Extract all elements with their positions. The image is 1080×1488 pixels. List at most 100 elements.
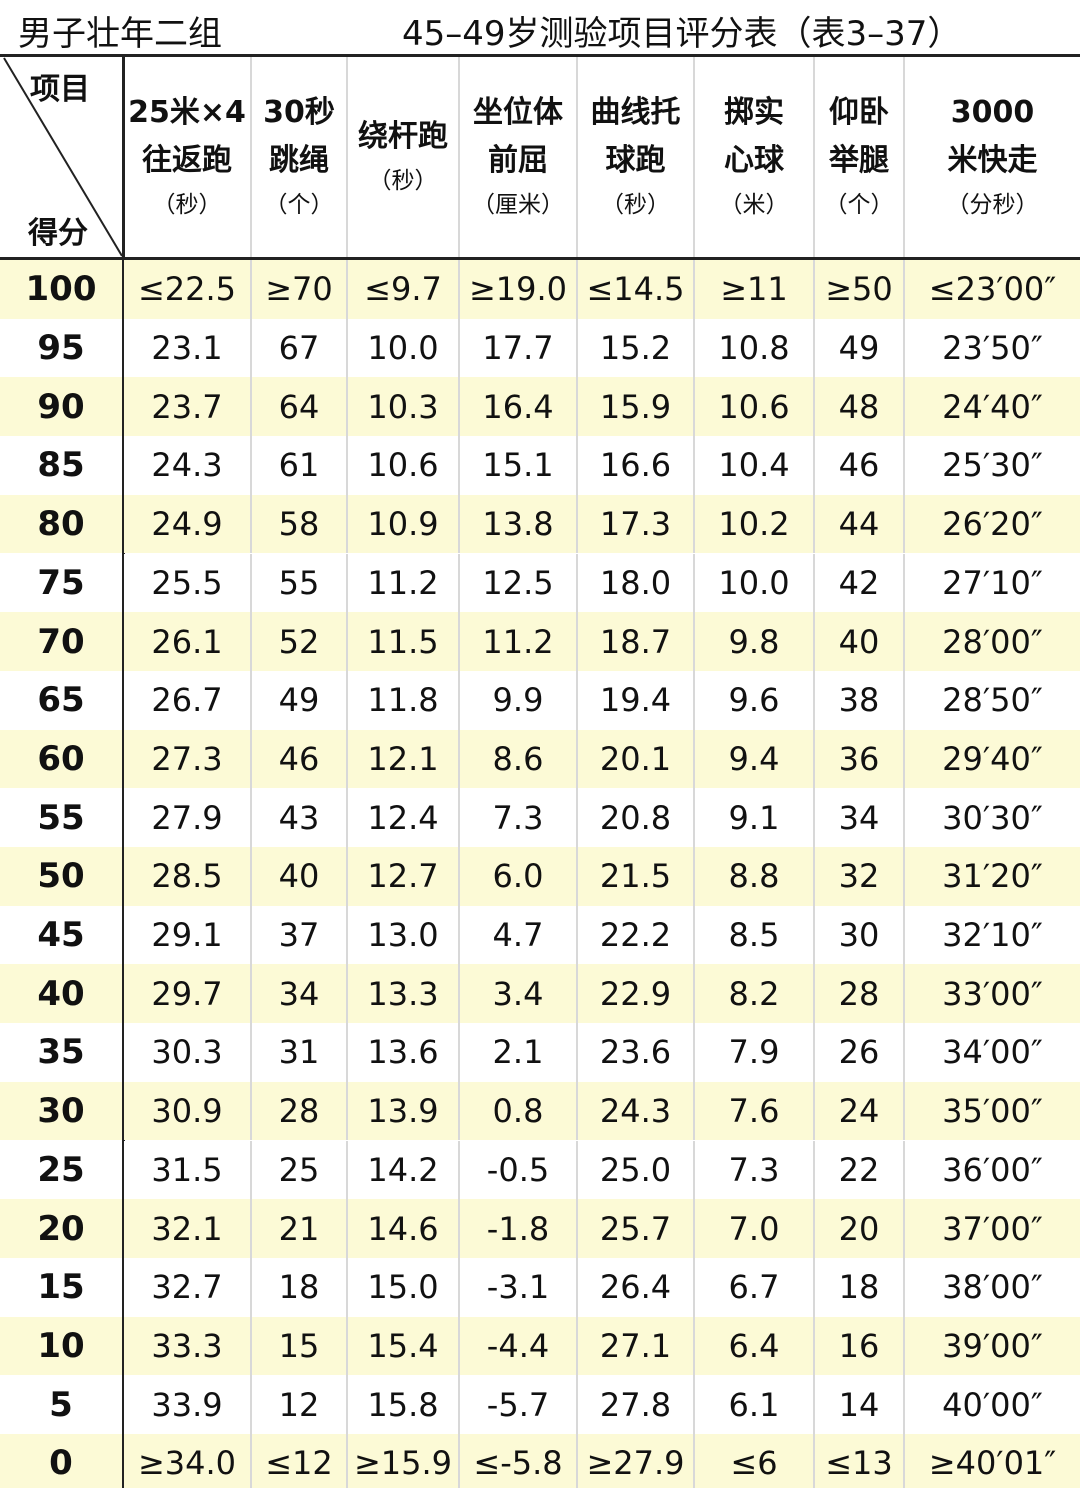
header-line: 绕杆跑 <box>358 119 448 154</box>
header-line: （个） <box>264 192 334 218</box>
value-cell: 4.7 <box>460 905 578 965</box>
score-cell: 100 <box>0 260 124 319</box>
value-cell: ≤12 <box>252 1434 348 1488</box>
value-cell: 14.6 <box>348 1199 460 1258</box>
value-cell: 11.2 <box>460 612 578 671</box>
row-band <box>0 494 1080 554</box>
header-line: （米） <box>719 192 789 218</box>
value-cell: 10.9 <box>348 494 460 554</box>
value-cell: 28 <box>252 1081 348 1141</box>
value-cell: ≤9.7 <box>348 260 460 319</box>
value-cell: ≤6 <box>695 1434 815 1488</box>
value-cell: 25.0 <box>578 1140 695 1200</box>
value-cell: 24.9 <box>124 494 252 554</box>
value-cell: 16.6 <box>578 436 695 495</box>
value-cell: ≥27.9 <box>578 1434 695 1488</box>
value-cell: 14.2 <box>348 1140 460 1200</box>
value-cell: 33′00″ <box>942 974 1043 1013</box>
table-title: 45–49岁测验项目评分表（表3–37） <box>402 14 962 54</box>
value-cell: 40′00″ <box>942 1385 1043 1424</box>
value-cell: ≤23′00″ <box>928 270 1057 309</box>
value-cell: 9.1 <box>695 788 815 847</box>
header-line: 米快走 <box>947 143 1038 178</box>
value-cell: 21 <box>252 1199 348 1258</box>
header-line: （分秒） <box>946 192 1039 218</box>
value-cell: 18.0 <box>578 553 695 613</box>
corner-score: 得分 <box>28 216 88 251</box>
value-cell: 48 <box>815 377 905 437</box>
score-cell: 0 <box>0 1434 124 1488</box>
value-cell: 21.5 <box>578 847 695 906</box>
value-cell: 11.8 <box>348 670 460 730</box>
value-cell: 8.2 <box>695 964 815 1024</box>
value-cell: 17.7 <box>460 318 578 378</box>
score-cell: 65 <box>0 670 124 730</box>
score-cell: 95 <box>0 318 124 378</box>
value-cell: ≤22.5 <box>124 260 252 319</box>
value-cell: 36′00″ <box>942 1150 1043 1189</box>
value-cell: 55 <box>252 553 348 613</box>
value-cell: 24.3 <box>124 436 252 495</box>
value-cell: 13.0 <box>348 905 460 965</box>
value-cell: 18 <box>252 1257 348 1317</box>
value-cell: ≥15.9 <box>348 1434 460 1488</box>
value-cell: ≤14.5 <box>578 260 695 319</box>
row-band <box>0 729 1080 789</box>
value-cell: 27.1 <box>578 1316 695 1376</box>
row-band <box>0 436 1080 495</box>
row-band <box>0 847 1080 906</box>
value-cell: 9.6 <box>695 670 815 730</box>
value-cell: 8.6 <box>460 729 578 789</box>
row-band <box>0 377 1080 437</box>
header-line: 跳绳 <box>269 143 329 178</box>
value-cell: 14 <box>815 1375 905 1434</box>
row-band <box>0 553 1080 613</box>
header-line: （秒） <box>601 192 670 218</box>
value-cell: 12 <box>252 1375 348 1434</box>
score-cell: 75 <box>0 553 124 613</box>
value-cell: 13.6 <box>348 1023 460 1082</box>
value-cell: 11.5 <box>348 612 460 671</box>
value-cell: 23.6 <box>578 1023 695 1082</box>
row-band <box>0 1257 1080 1317</box>
value-cell: 3.4 <box>460 964 578 1024</box>
value-cell: 16 <box>815 1316 905 1376</box>
value-cell: 28 <box>815 964 905 1024</box>
value-cell: 49 <box>252 670 348 730</box>
value-cell: 11.2 <box>348 553 460 613</box>
score-cell: 10 <box>0 1316 124 1376</box>
value-cell: 25.5 <box>124 553 252 613</box>
value-cell: 52 <box>252 612 348 671</box>
header-line: 举腿 <box>829 143 889 178</box>
value-cell: 10.4 <box>695 436 815 495</box>
header-line: 30秒 <box>263 95 335 130</box>
header-rule <box>0 257 1080 260</box>
value-cell: 31.5 <box>124 1140 252 1200</box>
value-cell: 40 <box>252 847 348 906</box>
value-cell: 34′00″ <box>942 1033 1043 1072</box>
score-cell: 40 <box>0 964 124 1024</box>
value-cell: ≥19.0 <box>460 260 578 319</box>
value-cell: 43 <box>252 788 348 847</box>
value-cell: 12.1 <box>348 729 460 789</box>
value-cell: -1.8 <box>460 1199 578 1258</box>
score-cell: 30 <box>0 1081 124 1141</box>
row-band <box>0 612 1080 671</box>
value-cell: 32 <box>815 847 905 906</box>
value-cell: 7.9 <box>695 1023 815 1082</box>
score-cell: 50 <box>0 847 124 906</box>
value-cell: 26′20″ <box>942 505 1043 544</box>
value-cell: 25.7 <box>578 1199 695 1258</box>
value-cell: 12.5 <box>460 553 578 613</box>
value-cell: -4.4 <box>460 1316 578 1376</box>
value-cell: 27.9 <box>124 788 252 847</box>
score-cell: 60 <box>0 729 124 789</box>
header-line: （秒） <box>368 168 438 194</box>
value-cell: 16.4 <box>460 377 578 437</box>
value-cell: 8.8 <box>695 847 815 906</box>
value-cell: 37′00″ <box>942 1209 1043 1248</box>
value-cell: ≥40′01″ <box>928 1444 1057 1483</box>
value-cell: 25 <box>252 1140 348 1200</box>
value-cell: 46 <box>252 729 348 789</box>
value-cell: 12.4 <box>348 788 460 847</box>
